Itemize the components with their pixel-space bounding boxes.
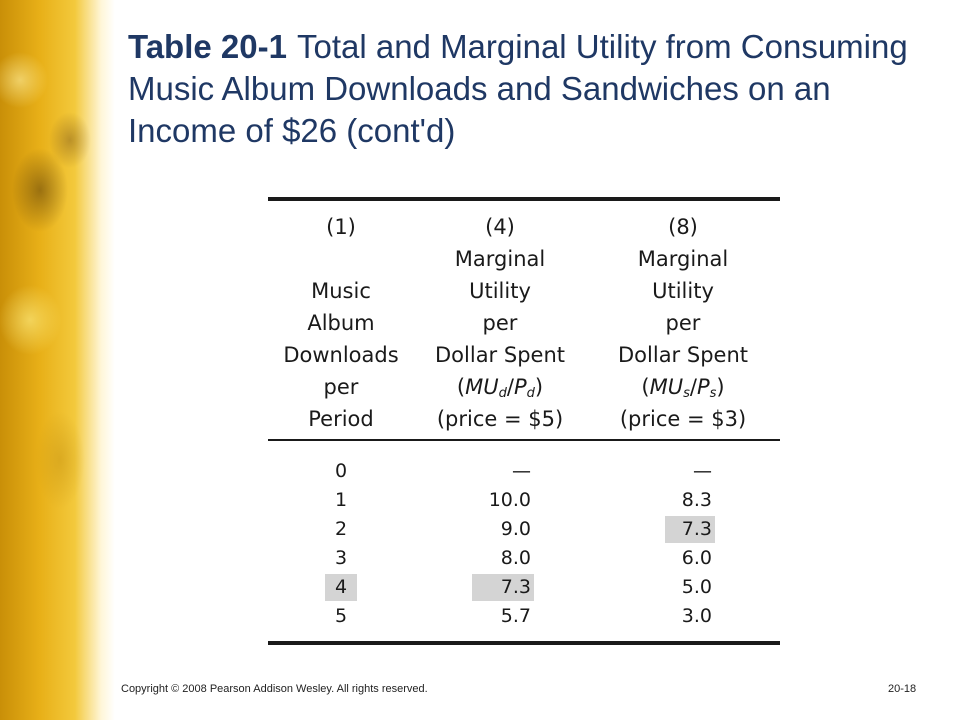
header-col-3-formula: (MUs/Ps) — [641, 375, 725, 401]
table-header: (1) Music Album Downloads per Period (4)… — [268, 201, 780, 439]
downloads-cell: 0 — [334, 460, 348, 482]
mu-s-cell-highlighted: 7.3 — [665, 516, 715, 543]
header-col-2-line: Utility — [469, 279, 531, 303]
mu-d-cell: 10.0 — [488, 489, 531, 511]
table-bottom-rule — [268, 641, 780, 645]
table-header-rule — [268, 439, 780, 441]
downloads-cell: 1 — [334, 489, 348, 511]
table-top-rule — [268, 197, 780, 201]
header-col-3: (8) Marginal Utility per Dollar Spent (M… — [586, 201, 780, 439]
table-body: 0 — — 1 10.0 8.3 2 9.0 7.3 3 8.0 6.0 4 7… — [268, 441, 780, 641]
mu-d-cell: — — [512, 460, 531, 482]
header-col-3-price: (price = $3) — [619, 407, 747, 431]
header-col-2-line: Marginal — [454, 247, 546, 271]
mu-s-cell: 3.0 — [681, 605, 712, 627]
table-row: 0 — — — [268, 457, 780, 486]
mu-d-cell: 5.7 — [500, 605, 531, 627]
header-col-1-line: Music — [311, 279, 371, 303]
slide-title: Table 20-1 Total and Marginal Utility fro… — [128, 26, 928, 152]
header-col-1-line: Downloads — [283, 343, 399, 367]
header-col-1: (1) Music Album Downloads per Period — [268, 201, 414, 439]
header-col-3-line: Dollar Spent — [618, 343, 748, 367]
downloads-cell: 5 — [334, 605, 348, 627]
table-row: 2 9.0 7.3 — [268, 515, 780, 544]
title-text: Total and Marginal Utility from Consumin… — [128, 28, 908, 149]
table-row: 3 8.0 6.0 — [268, 544, 780, 573]
header-col-3-line: Utility — [652, 279, 714, 303]
slide-number: 20-18 — [888, 683, 917, 695]
header-col-2-line: per — [482, 311, 518, 335]
header-col-1-number: (1) — [326, 215, 356, 239]
header-col-2-line: Dollar Spent — [435, 343, 565, 367]
header-col-3-line: Marginal — [637, 247, 729, 271]
header-col-2: (4) Marginal Utility per Dollar Spent (M… — [414, 201, 586, 439]
header-col-2-number: (4) — [485, 215, 515, 239]
mu-d-cell: 9.0 — [500, 518, 531, 540]
table-row: 5 5.7 3.0 — [268, 602, 780, 631]
table-row: 4 7.3 5.0 — [268, 573, 780, 602]
mu-d-cell: 8.0 — [500, 547, 531, 569]
utility-table: (1) Music Album Downloads per Period (4)… — [268, 197, 780, 645]
copyright-notice: Copyright © 2008 Pearson Addison Wesley.… — [121, 683, 428, 695]
downloads-cell: 3 — [334, 547, 348, 569]
downloads-cell-highlighted: 4 — [324, 574, 358, 601]
header-col-3-number: (8) — [668, 215, 698, 239]
header-col-3-line: per — [665, 311, 701, 335]
table-number: Table 20-1 — [128, 28, 287, 65]
mu-s-cell: 5.0 — [681, 576, 712, 598]
table-row: 1 10.0 8.3 — [268, 486, 780, 515]
header-col-2-formula: (MUd/Pd) — [456, 375, 544, 401]
header-col-1-line: Album — [307, 311, 375, 335]
header-col-2-price: (price = $5) — [436, 407, 564, 431]
mu-s-cell: 6.0 — [681, 547, 712, 569]
header-col-1-line: per — [323, 375, 359, 399]
mu-d-cell-highlighted: 7.3 — [472, 574, 534, 601]
mu-s-cell: 8.3 — [681, 489, 712, 511]
decorative-side-image — [0, 0, 115, 720]
downloads-cell: 2 — [334, 518, 348, 540]
header-col-1-line: Period — [308, 407, 374, 431]
mu-s-cell: — — [693, 460, 712, 482]
